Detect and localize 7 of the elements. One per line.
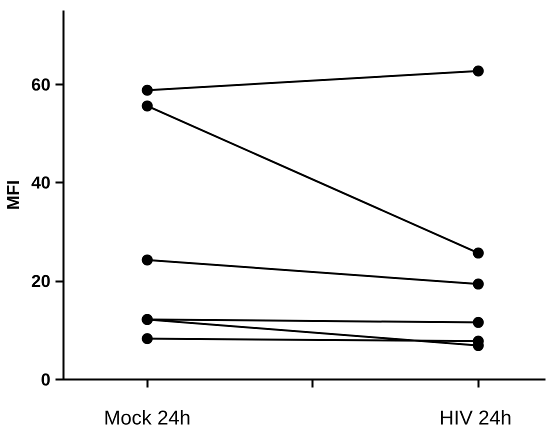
y-tick-label: 40 <box>31 172 51 193</box>
y-tick-label: 0 <box>40 370 51 390</box>
x-tick-label: HIV 24h <box>439 408 512 430</box>
x-tick-label: Mock 24h <box>104 408 191 430</box>
y-axis-title: MFI <box>3 180 24 210</box>
y-tick-label: 60 <box>31 74 51 94</box>
y-tick-label: 20 <box>31 271 51 292</box>
